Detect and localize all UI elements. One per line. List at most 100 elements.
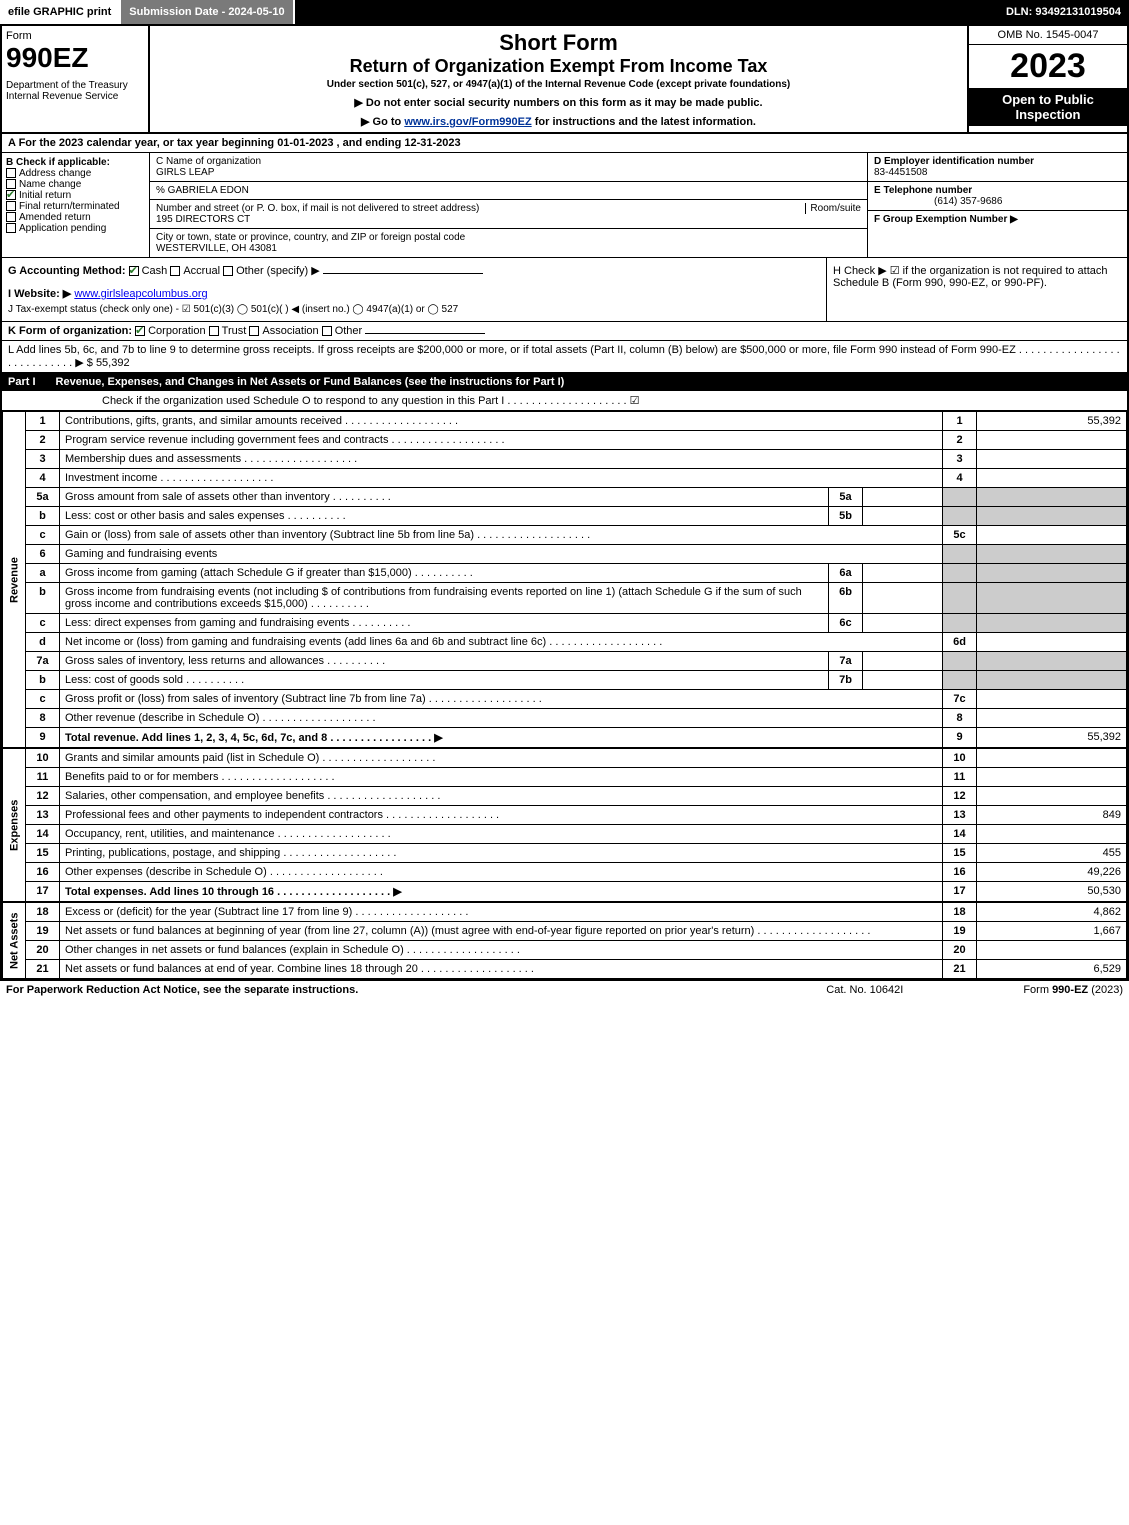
dln: DLN: 93492131019504	[998, 0, 1129, 24]
line-num: 18	[26, 903, 60, 922]
line-desc: Gross income from gaming (attach Schedul…	[60, 564, 829, 583]
checkbox-final-return-terminated[interactable]: Final return/terminated	[6, 201, 145, 212]
website-link[interactable]: www.girlsleapcolumbus.org	[74, 288, 207, 300]
revenue-table: Revenue1Contributions, gifts, grants, an…	[2, 411, 1127, 748]
right-num: 3	[943, 450, 977, 469]
right-num: 7c	[943, 690, 977, 709]
sub-amt	[863, 507, 943, 526]
checkbox-name-change[interactable]: Name change	[6, 179, 145, 190]
right-num: 19	[943, 922, 977, 941]
g-opt-accrual[interactable]: Accrual	[170, 265, 223, 277]
amount	[977, 690, 1127, 709]
right-num: 17	[943, 882, 977, 902]
efile-label[interactable]: efile GRAPHIC print	[0, 0, 121, 24]
g-opt-cash[interactable]: Cash	[129, 265, 171, 277]
line-num: 13	[26, 806, 60, 825]
checkbox-initial-return[interactable]: Initial return	[6, 190, 145, 201]
line-4: 4Investment income . . . . . . . . . . .…	[3, 469, 1127, 488]
room-label: Room/suite	[805, 203, 861, 214]
right-num: 10	[943, 749, 977, 768]
checkbox-application-pending[interactable]: Application pending	[6, 223, 145, 234]
line-a: aGross income from gaming (attach Schedu…	[3, 564, 1127, 583]
line-num: 10	[26, 749, 60, 768]
right-num: 18	[943, 903, 977, 922]
line-b: bGross income from fundraising events (n…	[3, 583, 1127, 614]
line-17: 17Total expenses. Add lines 10 through 1…	[3, 882, 1127, 902]
line-desc: Gross sales of inventory, less returns a…	[60, 652, 829, 671]
dept-treasury: Department of the Treasury	[6, 80, 144, 91]
irs-link[interactable]: www.irs.gov/Form990EZ	[404, 116, 531, 128]
line-num: c	[26, 614, 60, 633]
amount	[977, 749, 1127, 768]
line-desc: Printing, publications, postage, and shi…	[60, 844, 943, 863]
line-desc: Less: direct expenses from gaming and fu…	[60, 614, 829, 633]
instr-ssn: ▶ Do not enter social security numbers o…	[156, 96, 961, 109]
k-opt-association[interactable]: Association	[249, 325, 321, 337]
amount	[977, 633, 1127, 652]
gross-receipts: 55,392	[96, 357, 130, 369]
checkbox-address-change[interactable]: Address change	[6, 168, 145, 179]
right-num: 1	[943, 412, 977, 431]
form-label: Form	[6, 30, 144, 42]
checkbox-amended-return[interactable]: Amended return	[6, 212, 145, 223]
line-8: 8Other revenue (describe in Schedule O) …	[3, 709, 1127, 728]
sub-num: 7b	[829, 671, 863, 690]
k-opt-trust[interactable]: Trust	[209, 325, 250, 337]
line-14: 14Occupancy, rent, utilities, and mainte…	[3, 825, 1127, 844]
city-state-zip: WESTERVILLE, OH 43081	[156, 243, 277, 254]
part-1-label: Part I	[8, 376, 56, 388]
line-g: G Accounting Method: Cash Accrual Other …	[8, 264, 820, 277]
amount	[977, 431, 1127, 450]
footer-notice: For Paperwork Reduction Act Notice, see …	[6, 984, 826, 996]
line-c: cLess: direct expenses from gaming and f…	[3, 614, 1127, 633]
right-num: 21	[943, 960, 977, 979]
page-footer: For Paperwork Reduction Act Notice, see …	[0, 981, 1129, 999]
sub-amt	[863, 488, 943, 507]
netassets-table: Net Assets18Excess or (deficit) for the …	[2, 902, 1127, 979]
section-gh: G Accounting Method: Cash Accrual Other …	[2, 258, 1127, 322]
ein: 83-4451508	[874, 167, 927, 178]
sub-num: 7a	[829, 652, 863, 671]
expenses-table: Expenses10Grants and similar amounts pai…	[2, 748, 1127, 902]
amount: 55,392	[977, 728, 1127, 748]
line-desc: Gain or (loss) from sale of assets other…	[60, 526, 943, 545]
line-11: 11Benefits paid to or for members . . . …	[3, 768, 1127, 787]
line-num: 5a	[26, 488, 60, 507]
part-1-check: Check if the organization used Schedule …	[2, 391, 1127, 411]
amount: 1,667	[977, 922, 1127, 941]
line-num: 6	[26, 545, 60, 564]
amount	[977, 450, 1127, 469]
g-opt-other[interactable]: Other (specify) ▶	[223, 265, 323, 277]
phone: (614) 357-9686	[874, 196, 1002, 207]
right-num: 14	[943, 825, 977, 844]
line-21: 21Net assets or fund balances at end of …	[3, 960, 1127, 979]
line-i: I Website: ▶ www.girlsleapcolumbus.org	[8, 287, 820, 300]
line-desc: Net income or (loss) from gaming and fun…	[60, 633, 943, 652]
line-num: b	[26, 583, 60, 614]
k-opt-corporation[interactable]: Corporation	[135, 325, 209, 337]
right-num: 5c	[943, 526, 977, 545]
right-num: 16	[943, 863, 977, 882]
section-b: B Check if applicable: Address changeNam…	[2, 153, 150, 257]
section-bcdef: B Check if applicable: Address changeNam…	[2, 153, 1127, 258]
section-def: D Employer identification number 83-4451…	[867, 153, 1127, 257]
line-num: a	[26, 564, 60, 583]
subtitle: Under section 501(c), 527, or 4947(a)(1)…	[156, 79, 961, 90]
line-num: 8	[26, 709, 60, 728]
line-num: 7a	[26, 652, 60, 671]
care-of: % GABRIELA EDON	[150, 182, 867, 200]
k-opt-other[interactable]: Other	[322, 325, 366, 337]
form-id-block: Form 990EZ Department of the Treasury In…	[2, 26, 150, 132]
line-h: H Check ▶ ☑ if the organization is not r…	[827, 258, 1127, 321]
line-num: 15	[26, 844, 60, 863]
line-desc: Gross income from fundraising events (no…	[60, 583, 829, 614]
right-num: 9	[943, 728, 977, 748]
line-desc: Net assets or fund balances at end of ye…	[60, 960, 943, 979]
section-gi: G Accounting Method: Cash Accrual Other …	[2, 258, 827, 321]
section-label-revenue: Revenue	[3, 412, 26, 748]
amount: 49,226	[977, 863, 1127, 882]
line-7a: 7aGross sales of inventory, less returns…	[3, 652, 1127, 671]
line-desc: Total expenses. Add lines 10 through 16 …	[60, 882, 943, 902]
f-label: F Group Exemption Number ▶	[874, 214, 1018, 225]
org-name: GIRLS LEAP	[156, 167, 214, 178]
